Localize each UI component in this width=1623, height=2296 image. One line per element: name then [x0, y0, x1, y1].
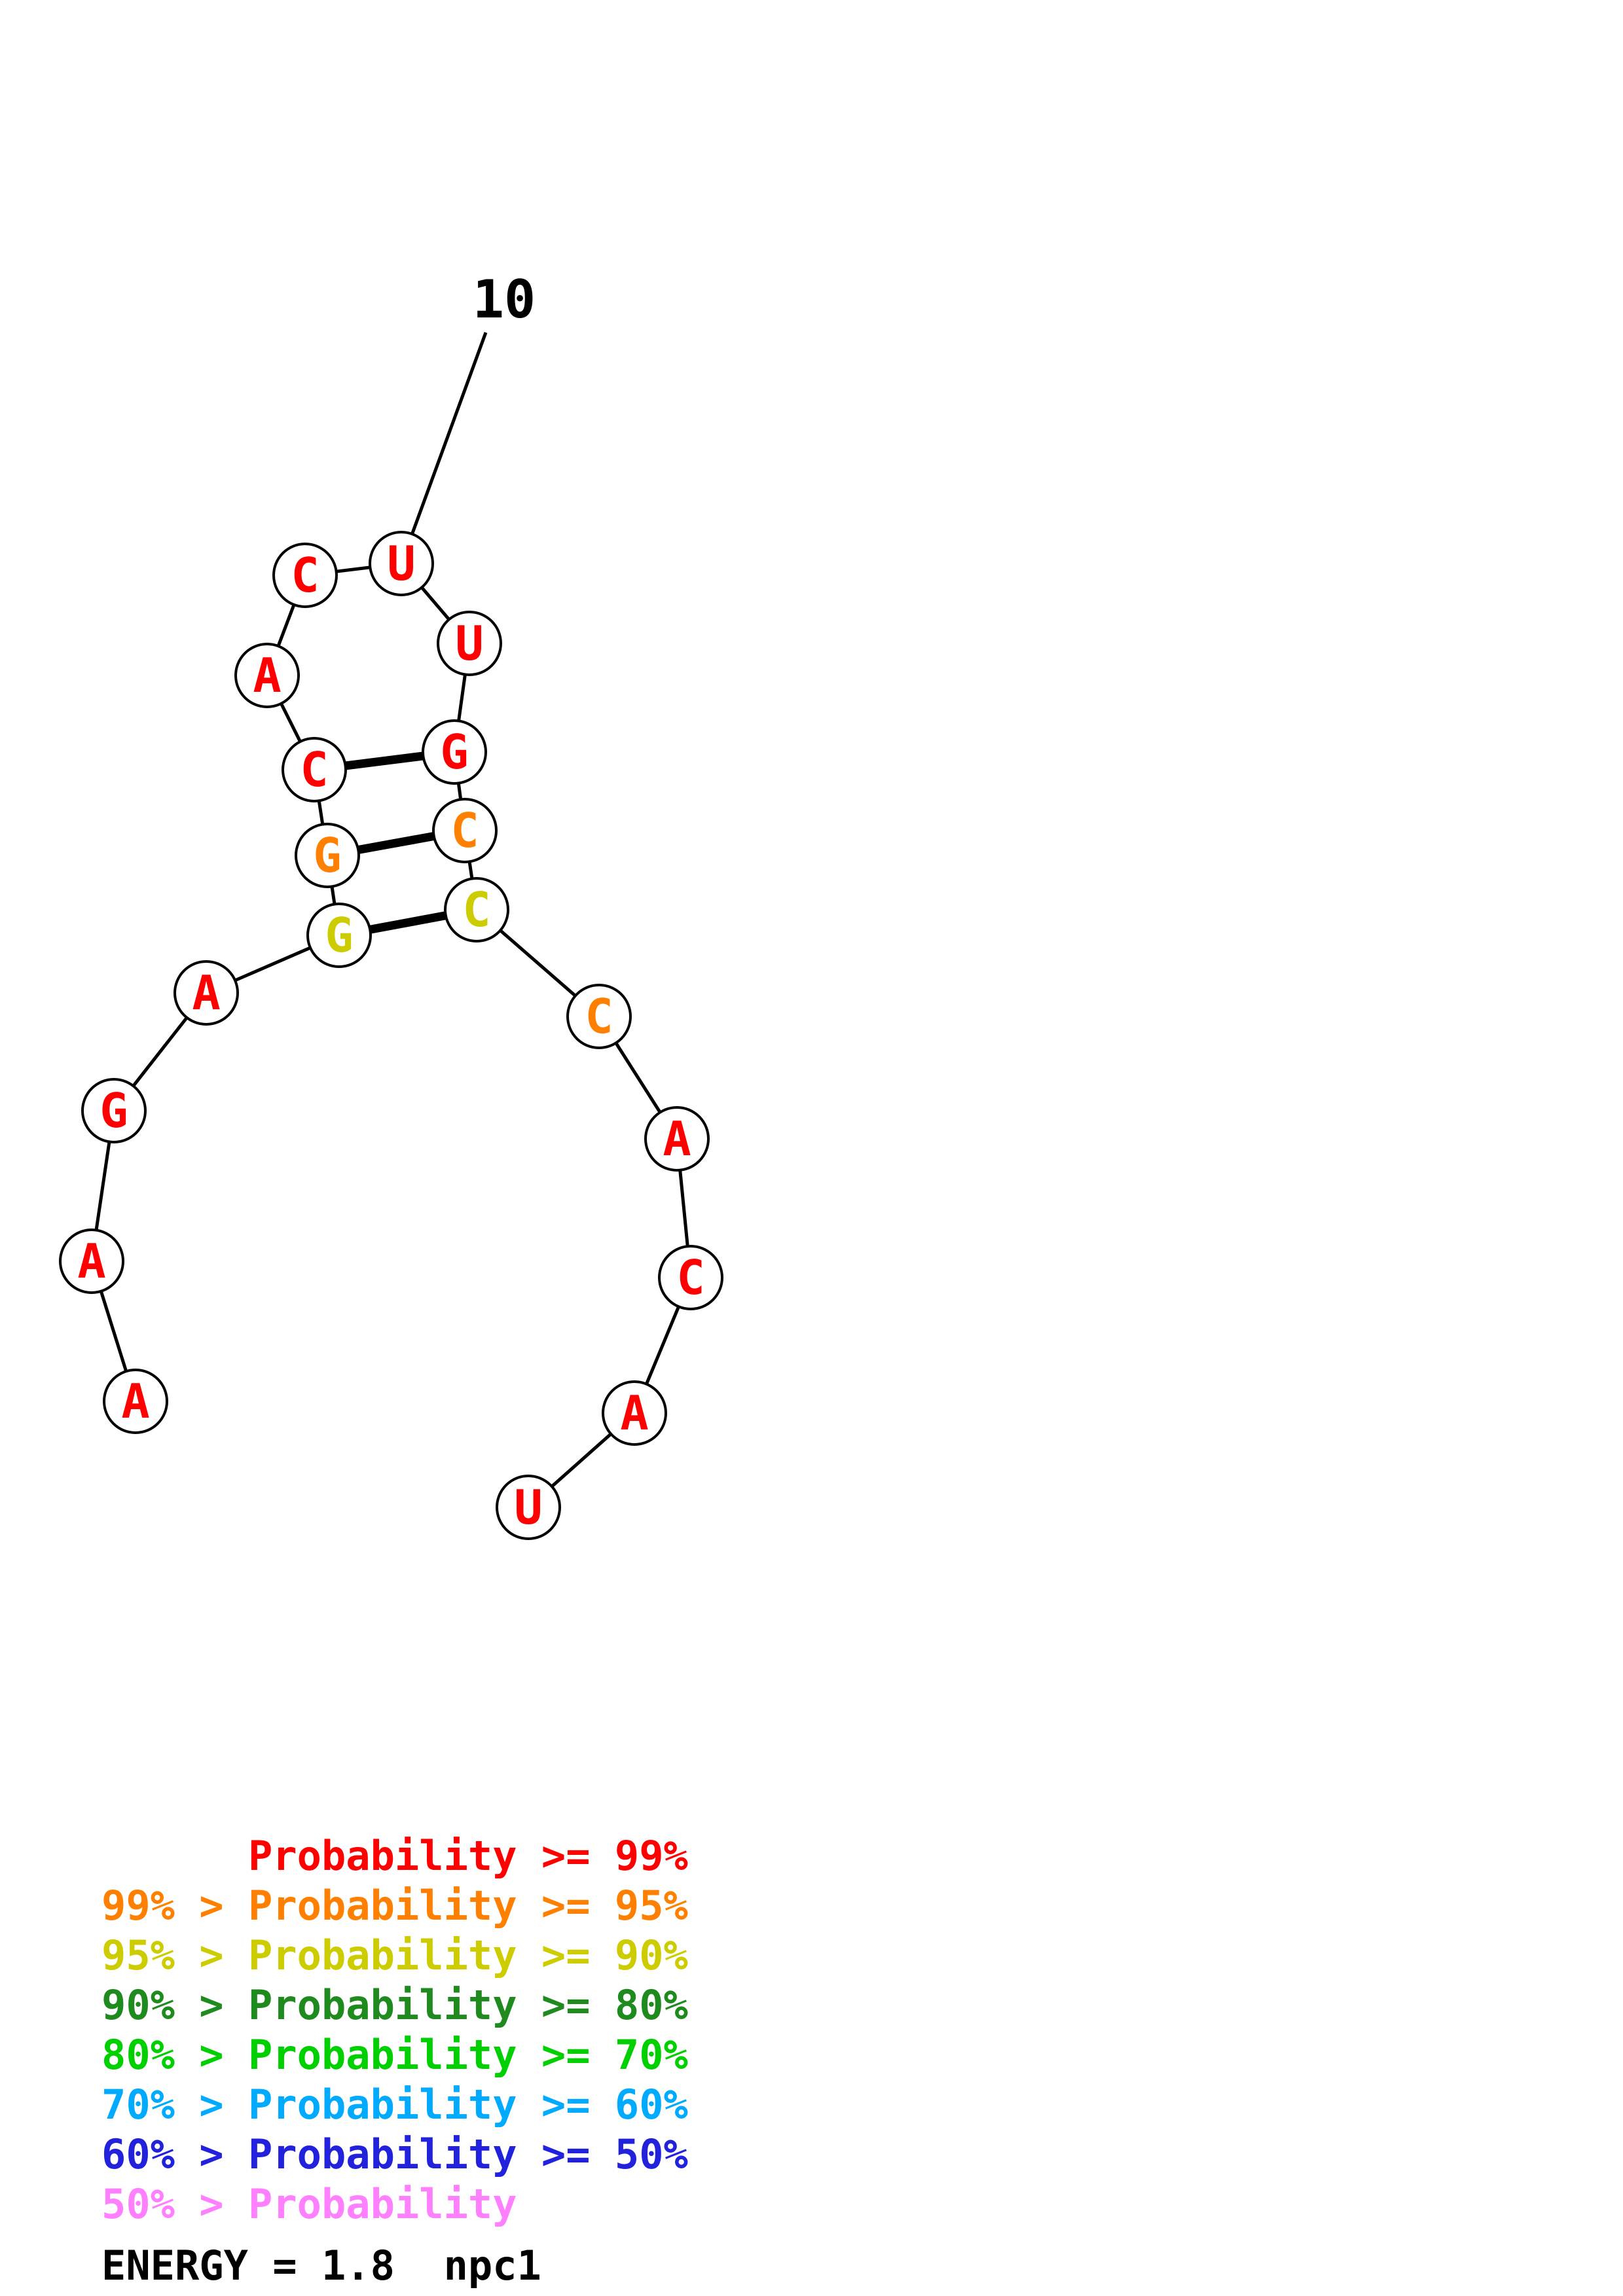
nucleotide-circle: [234, 643, 300, 708]
nucleotide-circle: [644, 1106, 710, 1172]
nucleotide-base: A: [192, 965, 220, 1020]
nucleotide-base: G: [100, 1083, 128, 1138]
nucleotide-base: G: [440, 725, 468, 780]
nucleotide-circle: [369, 531, 434, 596]
nucleotide-base: G: [313, 828, 341, 883]
nucleotide-circle: [422, 719, 487, 785]
nucleotide-base: C: [676, 1250, 704, 1305]
nucleotide-circle: [437, 611, 502, 676]
nucleotide-circle: [444, 877, 509, 942]
nucleotide-circle: [295, 823, 360, 888]
legend-line: 95% > Probability >= 90%: [101, 1931, 688, 1979]
nucleotide-circle: [496, 1475, 561, 1540]
nucleotide-circle: [566, 984, 632, 1049]
nucleotide-base: U: [455, 616, 483, 671]
nucleotide-base: A: [253, 648, 281, 703]
nucleotide-base: U: [514, 1480, 542, 1535]
nucleotide-base: U: [387, 536, 415, 591]
legend-line: 70% > Probability >= 60%: [101, 2081, 688, 2128]
nucleotide-base: C: [462, 882, 490, 937]
nucleotide-circle: [173, 960, 239, 1026]
nucleotide-base: C: [291, 548, 319, 603]
legend-line: 99% > Probability >= 95%: [101, 1882, 688, 1929]
nucleotide-circle: [602, 1380, 667, 1446]
sequence-position-label: 10: [473, 269, 536, 330]
probability-legend: Probability >= 99% 99% > Probability >= 9…: [101, 1831, 688, 2229]
nucleotide-circle: [282, 737, 347, 802]
legend-line: 80% > Probability >= 70%: [101, 2031, 688, 2079]
nucleotide-circle: [103, 1369, 168, 1434]
label-pointer-line: [399, 332, 488, 564]
nucleotide-circle: [658, 1245, 723, 1310]
nucleotide-base: A: [620, 1386, 648, 1441]
nucleotide-base: G: [325, 908, 353, 963]
nucleotide-circle: [81, 1078, 147, 1143]
nucleotide-circle: [432, 798, 498, 863]
legend-line: 90% > Probability >= 80%: [101, 1981, 688, 2029]
energy-label: ENERGY = 1.8 npc1: [101, 2242, 541, 2289]
legend-line: 50% > Probability: [101, 2180, 517, 2228]
nucleotide-base: C: [585, 989, 613, 1044]
nucleotide-circle: [306, 903, 372, 968]
nucleotide-circle: [59, 1229, 124, 1294]
nucleotide-base: A: [663, 1111, 691, 1166]
nucleotide-base: C: [300, 742, 328, 797]
legend-line: 60% > Probability >= 50%: [101, 2130, 688, 2178]
nucleotide-base: A: [121, 1374, 149, 1429]
nucleotide-base: C: [450, 803, 479, 858]
legend-line: Probability >= 99%: [101, 1832, 688, 1880]
nucleotide-base: A: [77, 1234, 105, 1289]
nucleotide-circle: [272, 543, 338, 608]
